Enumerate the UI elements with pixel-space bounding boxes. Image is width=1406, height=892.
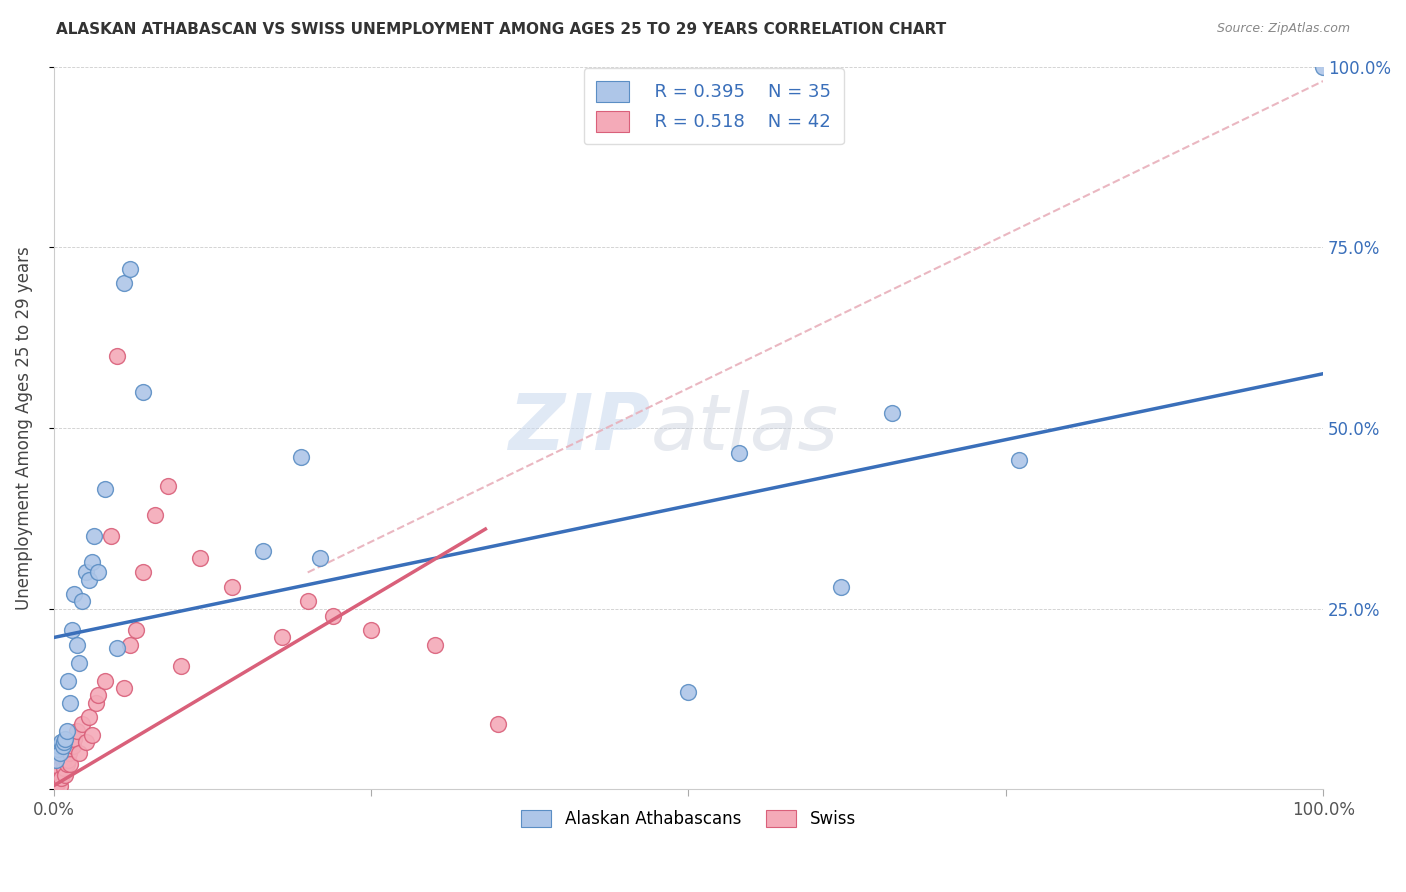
Point: [49, 760, 72, 774]
Point: [188, 551, 211, 566]
Point: [87, 688, 110, 702]
Point: [486, 717, 509, 731]
Point: [93, 673, 115, 688]
Point: [45, 753, 67, 767]
Point: [51, 735, 73, 749]
Point: [1007, 453, 1029, 467]
Point: [157, 479, 180, 493]
Point: [170, 659, 193, 673]
Point: [53, 735, 76, 749]
Point: [145, 508, 167, 522]
Point: [880, 407, 903, 421]
Point: [49, 779, 72, 793]
Point: [297, 594, 319, 608]
Point: [322, 608, 344, 623]
Point: [70, 594, 93, 608]
Point: [1312, 60, 1334, 74]
Point: [87, 566, 110, 580]
Point: [67, 746, 90, 760]
Point: [67, 656, 90, 670]
Text: atlas: atlas: [651, 390, 838, 466]
Point: [63, 731, 86, 746]
Point: [100, 529, 122, 543]
Point: [75, 566, 97, 580]
Point: [49, 746, 72, 760]
Point: [105, 349, 128, 363]
Point: [118, 261, 141, 276]
Point: [70, 717, 93, 731]
Point: [93, 483, 115, 497]
Point: [53, 768, 76, 782]
Point: [55, 756, 77, 771]
Point: [59, 696, 82, 710]
Point: [360, 624, 382, 638]
Point: [75, 735, 97, 749]
Legend: Alaskan Athabascans, Swiss: Alaskan Athabascans, Swiss: [515, 804, 862, 835]
Point: [271, 631, 294, 645]
Text: ALASKAN ATHABASCAN VS SWISS UNEMPLOYMENT AMONG AGES 25 TO 29 YEARS CORRELATION C: ALASKAN ATHABASCAN VS SWISS UNEMPLOYMENT…: [56, 22, 946, 37]
Point: [53, 760, 76, 774]
Point: [84, 696, 107, 710]
Point: [45, 779, 67, 793]
Point: [290, 450, 312, 464]
Point: [728, 446, 751, 460]
Point: [62, 739, 84, 753]
Point: [58, 746, 80, 760]
Point: [80, 728, 103, 742]
Point: [48, 768, 70, 782]
Point: [80, 555, 103, 569]
Point: [46, 775, 69, 789]
Point: [66, 638, 89, 652]
Point: [221, 580, 243, 594]
Point: [252, 543, 274, 558]
Point: [44, 775, 66, 789]
Point: [79, 710, 101, 724]
Point: [66, 724, 89, 739]
Point: [53, 731, 76, 746]
Point: [60, 624, 83, 638]
Point: [118, 638, 141, 652]
Point: [56, 753, 79, 767]
Point: [63, 587, 86, 601]
Point: [131, 384, 153, 399]
Y-axis label: Unemployment Among Ages 25 to 29 years: Unemployment Among Ages 25 to 29 years: [15, 246, 32, 610]
Point: [79, 573, 101, 587]
Point: [830, 580, 852, 594]
Point: [59, 756, 82, 771]
Point: [105, 641, 128, 656]
Point: [112, 681, 135, 695]
Point: [51, 772, 73, 786]
Point: [83, 529, 105, 543]
Point: [423, 638, 446, 652]
Point: [52, 739, 75, 753]
Text: ZIP: ZIP: [508, 390, 651, 466]
Point: [309, 551, 332, 566]
Point: [48, 739, 70, 753]
Point: [112, 277, 135, 291]
Point: [46, 742, 69, 756]
Point: [56, 673, 79, 688]
Point: [55, 724, 77, 739]
Point: [131, 566, 153, 580]
Point: [125, 624, 148, 638]
Text: Source: ZipAtlas.com: Source: ZipAtlas.com: [1216, 22, 1350, 36]
Point: [52, 753, 75, 767]
Point: [678, 684, 700, 698]
